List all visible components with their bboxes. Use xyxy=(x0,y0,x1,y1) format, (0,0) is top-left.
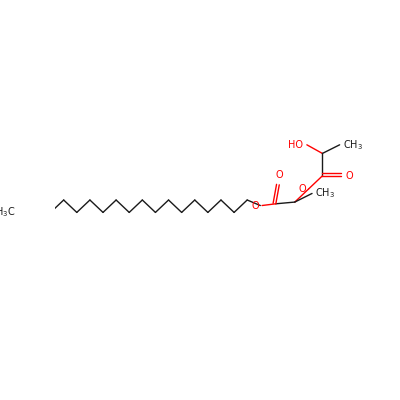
Text: H$_3$C: H$_3$C xyxy=(0,206,15,219)
Text: HO: HO xyxy=(288,140,304,150)
Text: O: O xyxy=(298,184,306,194)
Text: O: O xyxy=(252,200,259,210)
Text: CH$_3$: CH$_3$ xyxy=(316,186,336,200)
Text: O: O xyxy=(346,171,354,181)
Text: O: O xyxy=(276,170,283,180)
Text: CH$_3$: CH$_3$ xyxy=(343,138,363,152)
